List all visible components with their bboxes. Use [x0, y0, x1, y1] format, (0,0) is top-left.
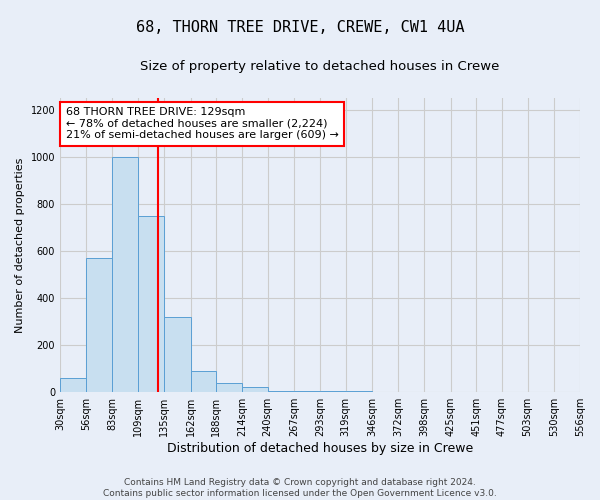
- Bar: [346, 391, 373, 392]
- Bar: [216, 383, 242, 392]
- Bar: [191, 371, 216, 392]
- Bar: [164, 317, 191, 392]
- Title: Size of property relative to detached houses in Crewe: Size of property relative to detached ho…: [140, 60, 500, 73]
- Bar: [138, 216, 164, 392]
- Text: 68 THORN TREE DRIVE: 129sqm
← 78% of detached houses are smaller (2,224)
21% of : 68 THORN TREE DRIVE: 129sqm ← 78% of det…: [66, 107, 339, 140]
- Bar: [268, 391, 295, 392]
- Bar: [86, 258, 112, 392]
- X-axis label: Distribution of detached houses by size in Crewe: Distribution of detached houses by size …: [167, 442, 473, 455]
- Text: 68, THORN TREE DRIVE, CREWE, CW1 4UA: 68, THORN TREE DRIVE, CREWE, CW1 4UA: [136, 20, 464, 35]
- Bar: [60, 378, 86, 392]
- Bar: [242, 388, 268, 392]
- Bar: [295, 391, 320, 392]
- Bar: [320, 391, 346, 392]
- Bar: [112, 156, 138, 392]
- Text: Contains HM Land Registry data © Crown copyright and database right 2024.
Contai: Contains HM Land Registry data © Crown c…: [103, 478, 497, 498]
- Y-axis label: Number of detached properties: Number of detached properties: [15, 158, 25, 332]
